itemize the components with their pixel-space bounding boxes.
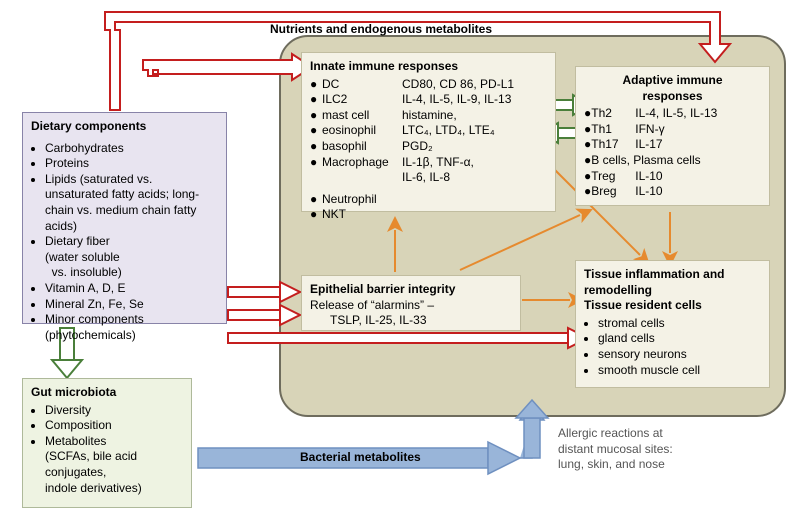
- innate-rows: ● DCCD80, CD 86, PD-L1● ILC2IL-4, IL-5, …: [310, 77, 547, 223]
- innate-row: ● ILC2IL-4, IL-5, IL-9, IL-13: [310, 92, 547, 108]
- tissue-title2: Tissue resident cells: [584, 298, 761, 314]
- adaptive-cell-right: IFN-γ: [635, 122, 664, 138]
- adaptive-cell-left: B cells, Plasma cells: [591, 153, 700, 169]
- red-arrow-2: [228, 305, 300, 325]
- dietary-item: Minor components (phytochemicals): [45, 312, 218, 343]
- adaptive-cell-right: IL-10: [635, 169, 662, 185]
- innate-row: ● DCCD80, CD 86, PD-L1: [310, 77, 547, 93]
- adaptive-box: Adaptive immune responses ● Th2IL-4, IL-…: [575, 66, 770, 206]
- adaptive-title: Adaptive immune responses: [584, 73, 761, 104]
- tissue-item: sensory neurons: [598, 347, 761, 363]
- bullet-icon: ●: [310, 155, 322, 171]
- adaptive-row: ● TregIL-10: [584, 169, 761, 185]
- innate-cell-right: histamine,: [402, 108, 457, 124]
- adaptive-cell-left: Breg: [591, 184, 635, 200]
- bullet-icon: ●: [584, 153, 591, 169]
- innate-row: ● basophilPGD₂: [310, 139, 547, 155]
- tissue-list: stromal cells gland cells sensory neuron…: [584, 316, 761, 378]
- innate-cell-left: Neutrophil: [322, 192, 402, 208]
- bacterial-label: Bacterial metabolites: [300, 450, 421, 464]
- dietary-item: Dietary fiber (water soluble vs. insolub…: [45, 234, 218, 281]
- innate-cell-right: PGD₂: [402, 139, 433, 155]
- innate-cell-left: ILC2: [322, 92, 402, 108]
- innate-cell-right: LTC₄, LTD₄, LTE₄: [402, 123, 495, 139]
- adaptive-cell-right: IL-17: [635, 137, 662, 153]
- adaptive-row: ● Th17IL-17: [584, 137, 761, 153]
- innate-row: ● NKT: [310, 207, 547, 223]
- red-arrow-3: [228, 328, 588, 348]
- gut-item: Metabolites (SCFAs, bile acid conjugates…: [45, 434, 183, 496]
- adaptive-cell-left: Th17: [591, 137, 635, 153]
- dietary-item: Carbohydrates: [45, 141, 218, 157]
- epi-title: Epithelial barrier integrity: [310, 282, 512, 298]
- tissue-item: stromal cells: [598, 316, 761, 332]
- epi-line2: TSLP, IL-25, IL-33: [310, 313, 512, 329]
- dietary-box: Dietary components Carbohydrates Protein…: [22, 112, 227, 324]
- dietary-item: Proteins: [45, 156, 218, 172]
- adaptive-cell-right: IL-4, IL-5, IL-13: [635, 106, 717, 122]
- adaptive-row: ● Th2IL-4, IL-5, IL-13: [584, 106, 761, 122]
- innate-cell-left: Macrophage: [322, 155, 402, 171]
- bullet-icon: ●: [310, 77, 322, 93]
- innate-cell-left: eosinophil: [322, 123, 402, 139]
- bullet-icon: ●: [584, 184, 591, 200]
- bullet-icon: ●: [584, 169, 591, 185]
- dietary-item: Vitamin A, D, E: [45, 281, 218, 297]
- innate-row: ● eosinophilLTC₄, LTD₄, LTE₄: [310, 123, 547, 139]
- epi-line1: Release of “alarmins” –: [310, 298, 512, 314]
- tissue-item: smooth muscle cell: [598, 363, 761, 379]
- bullet-icon: ●: [310, 139, 322, 155]
- innate-cell-right: IL-1β, TNF-α, IL-6, IL-8: [402, 155, 474, 186]
- innate-cell-right: CD80, CD 86, PD-L1: [402, 77, 514, 93]
- adaptive-row: ● Th1IFN-γ: [584, 122, 761, 138]
- dietary-title: Dietary components: [31, 119, 218, 135]
- allergic-text: Allergic reactions at distant mucosal si…: [558, 426, 673, 473]
- innate-cell-left: mast cell: [322, 108, 402, 124]
- innate-title: Innate immune responses: [310, 59, 547, 75]
- innate-row: ● Neutrophil: [310, 192, 547, 208]
- gut-title: Gut microbiota: [31, 385, 183, 401]
- bullet-icon: ●: [584, 137, 591, 153]
- red-arrow-1: [228, 282, 300, 302]
- innate-cell-left: DC: [322, 77, 402, 93]
- red-arrow-innate: [143, 54, 312, 80]
- innate-row: ● mast cellhistamine,: [310, 108, 547, 124]
- tissue-box: Tissue inflammation and remodelling Tiss…: [575, 260, 770, 388]
- epi-box: Epithelial barrier integrity Release of …: [301, 275, 521, 331]
- adaptive-cell-left: Th2: [591, 106, 635, 122]
- tissue-title1: Tissue inflammation and remodelling: [584, 267, 761, 298]
- bullet-icon: ●: [310, 192, 322, 208]
- bullet-icon: ●: [584, 106, 591, 122]
- innate-cell-left: NKT: [322, 207, 402, 223]
- bullet-icon: ●: [310, 207, 322, 223]
- gut-item: Composition: [45, 418, 183, 434]
- adaptive-rows: ● Th2IL-4, IL-5, IL-13● Th1IFN-γ● Th17IL…: [584, 106, 761, 200]
- dietary-item: Lipids (saturated vs. unsaturated fatty …: [45, 172, 218, 234]
- adaptive-cell-left: Th1: [591, 122, 635, 138]
- orange-cross1: [460, 215, 580, 270]
- adaptive-row: ● BregIL-10: [584, 184, 761, 200]
- bullet-icon: ●: [310, 108, 322, 124]
- gut-list: Diversity Composition Metabolites (SCFAs…: [31, 403, 183, 497]
- dietary-item: Mineral Zn, Fe, Se: [45, 297, 218, 313]
- bullet-icon: ●: [584, 122, 591, 138]
- innate-row: ● MacrophageIL-1β, TNF-α, IL-6, IL-8: [310, 155, 547, 186]
- innate-box: Innate immune responses ● DCCD80, CD 86,…: [301, 52, 556, 212]
- tissue-item: gland cells: [598, 331, 761, 347]
- adaptive-cell-left: Treg: [591, 169, 635, 185]
- innate-cell-left: basophil: [322, 139, 402, 155]
- gut-item: Diversity: [45, 403, 183, 419]
- adaptive-row: ● B cells, Plasma cells: [584, 153, 761, 169]
- nutrients-label: Nutrients and endogenous metabolites: [270, 22, 492, 36]
- bullet-icon: ●: [310, 92, 322, 108]
- adaptive-cell-right: IL-10: [635, 184, 662, 200]
- gut-box: Gut microbiota Diversity Composition Met…: [22, 378, 192, 508]
- dietary-list: Carbohydrates Proteins Lipids (saturated…: [31, 141, 218, 344]
- bullet-icon: ●: [310, 123, 322, 139]
- innate-cell-right: IL-4, IL-5, IL-9, IL-13: [402, 92, 511, 108]
